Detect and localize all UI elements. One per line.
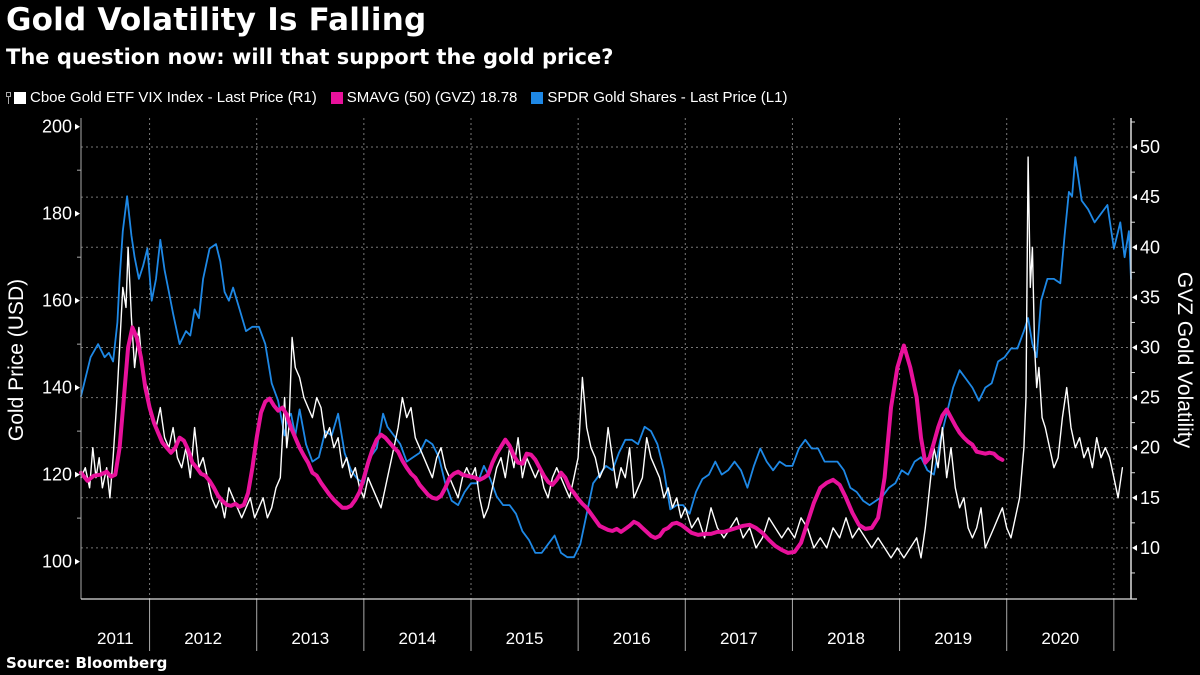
- y-right-tick-label: 40: [1140, 237, 1160, 257]
- series-line-smavg: [79, 325, 1005, 555]
- chart-subtitle: The question now: will that support the …: [6, 45, 614, 69]
- y-right-tick-label: 50: [1140, 137, 1160, 157]
- y-right-tick-marker: [1132, 194, 1137, 201]
- legend: Cboe Gold ETF VIX Index - Last Price (R1…: [6, 89, 801, 106]
- chart-title: Gold Volatility Is Falling: [6, 2, 427, 38]
- legend-item-gld[interactable]: SPDR Gold Shares - Last Price (L1): [531, 89, 787, 106]
- x-tick-label: 2018: [827, 629, 865, 648]
- series-lines: [79, 156, 1132, 559]
- source-note: Source: Bloomberg: [6, 654, 168, 672]
- y-left-tick-marker: [75, 123, 80, 130]
- y-left-tick-marker: [75, 384, 80, 391]
- axes: 2011 2012 2013 2014 2015 2016 2017 2018 2019 2020…: [42, 117, 1160, 651]
- y-left-tick-label: 120: [42, 465, 72, 485]
- y-left-tick-label: 140: [42, 378, 72, 398]
- y-left-tick-marker: [75, 471, 80, 478]
- x-tick-label: 2019: [934, 629, 972, 648]
- pin-icon[interactable]: [6, 91, 12, 105]
- y-left-tick-label: 200: [42, 117, 72, 137]
- legend-swatch-smavg: [330, 91, 343, 104]
- y-left-tick-label: 160: [42, 291, 72, 311]
- y-right-tick-label: 35: [1140, 287, 1160, 307]
- y-axis-left-label: Gold Price (USD): [5, 279, 28, 441]
- y-right-tick-marker: [1132, 294, 1137, 301]
- series-line-gvz: [80, 156, 1124, 559]
- legend-label-gld: SPDR Gold Shares - Last Price (L1): [547, 89, 788, 106]
- x-tick-label: 2014: [399, 629, 437, 648]
- y-right-tick-label: 15: [1140, 488, 1160, 508]
- y-axis-right-label: GVZ Gold Volatility: [1173, 272, 1196, 449]
- y-right-tick-label: 25: [1140, 388, 1160, 408]
- x-tick-label: 2015: [506, 629, 544, 648]
- y-right-tick-label: 10: [1140, 538, 1160, 558]
- y-right-tick-marker: [1132, 344, 1137, 351]
- legend-swatch-gld: [531, 91, 544, 104]
- y-right-tick-label: 20: [1140, 438, 1160, 458]
- y-right-tick-marker: [1132, 494, 1137, 501]
- series-line-spdr-gold: [80, 156, 1132, 559]
- x-tick-label: 2017: [720, 629, 758, 648]
- legend-item-gvz[interactable]: Cboe Gold ETF VIX Index - Last Price (R1…: [6, 89, 317, 106]
- x-tick-label: 2020: [1041, 629, 1079, 648]
- y-right-tick-marker: [1132, 144, 1137, 151]
- x-tick-label: 2016: [613, 629, 651, 648]
- legend-label-smavg: SMAVG (50) (GVZ) 18.78: [346, 89, 518, 106]
- y-right-tick-label: 45: [1140, 187, 1160, 207]
- y-right-tick-label: 30: [1140, 337, 1160, 357]
- y-left-tick-marker: [75, 210, 80, 217]
- x-tick-label: 2012: [184, 629, 222, 648]
- y-right-tick-marker: [1132, 394, 1137, 401]
- legend-label-gvz: Cboe Gold ETF VIX Index - Last Price (R1…: [30, 89, 317, 106]
- y-left-tick-marker: [75, 297, 80, 304]
- y-right-tick-marker: [1132, 444, 1137, 451]
- legend-swatch-gvz: [14, 91, 26, 104]
- y-right-tick-marker: [1132, 244, 1137, 251]
- y-left-tick-label: 180: [42, 204, 72, 224]
- x-tick-label: 2011: [97, 629, 134, 648]
- x-tick-label: 2013: [291, 629, 329, 648]
- y-right-tick-marker: [1132, 544, 1137, 551]
- legend-item-smavg[interactable]: SMAVG (50) (GVZ) 18.78: [330, 89, 518, 106]
- y-left-tick-marker: [75, 558, 80, 565]
- y-left-tick-label: 100: [42, 552, 72, 572]
